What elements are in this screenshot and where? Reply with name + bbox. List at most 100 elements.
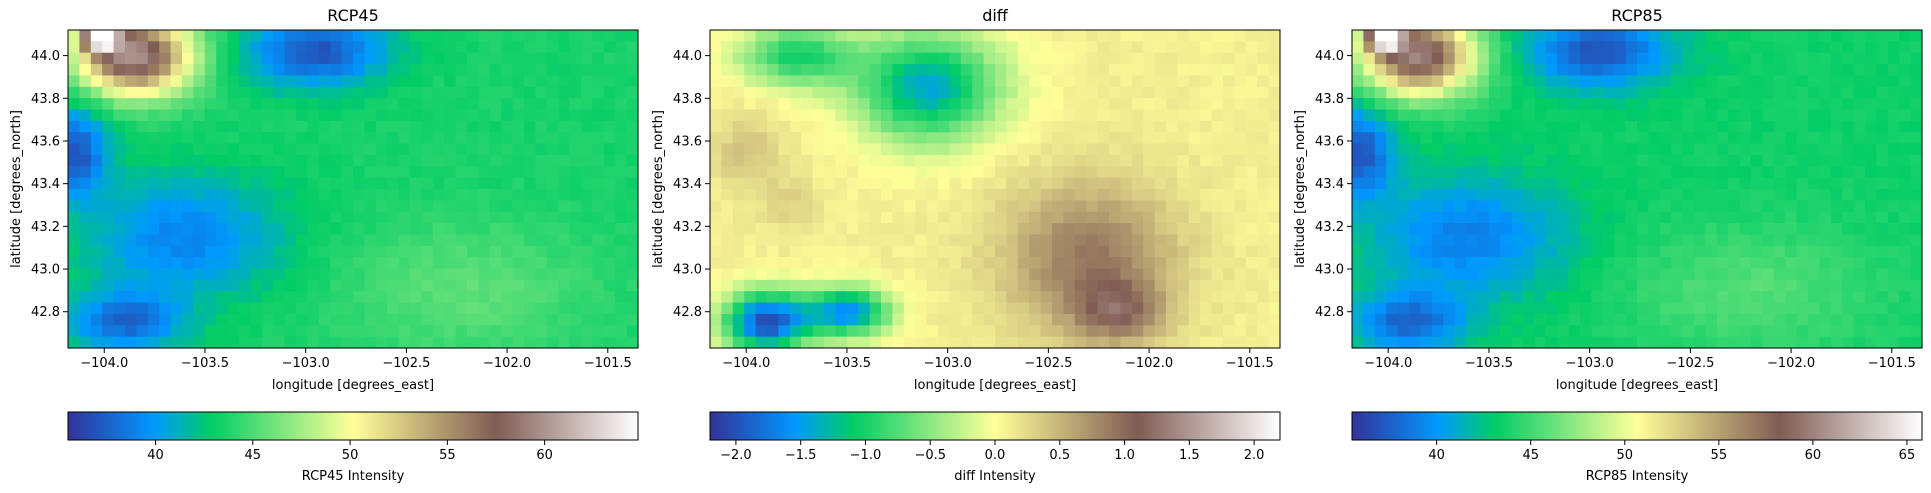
panel-title: diff <box>982 6 1009 25</box>
heatmap-cell <box>1511 98 1524 111</box>
heatmap-cell <box>1017 64 1030 77</box>
heatmap-cell <box>341 154 354 167</box>
heatmap-cell <box>1580 279 1592 292</box>
heatmap-cell <box>1500 302 1513 315</box>
heatmap-cell <box>1257 154 1270 167</box>
heatmap-cell <box>995 234 1007 247</box>
heatmap-cell <box>1431 189 1444 201</box>
heatmap-cell <box>307 98 320 111</box>
heatmap-cell <box>546 86 559 99</box>
heatmap-cell <box>1602 132 1615 145</box>
heatmap-cell <box>284 325 297 338</box>
heatmap-cell <box>341 234 354 247</box>
heatmap-cell <box>824 64 836 77</box>
heatmap-cell <box>90 98 103 111</box>
heatmap-cell <box>455 257 468 270</box>
heatmap-cell <box>1200 177 1213 190</box>
heatmap-cell <box>1899 200 1912 213</box>
heatmap-cell <box>1785 279 1798 292</box>
heatmap-cell <box>1659 268 1672 281</box>
heatmap-cell <box>512 98 525 111</box>
heatmap-cell <box>1040 86 1053 99</box>
heatmap-cell <box>1052 41 1064 54</box>
heatmap-cell <box>90 41 103 54</box>
heatmap-cell <box>239 336 251 349</box>
heatmap-cell <box>1234 166 1247 179</box>
heatmap-cell <box>721 257 734 270</box>
heatmap-cell <box>812 302 825 315</box>
heatmap-cell <box>995 245 1007 258</box>
heatmap-cell <box>524 64 536 77</box>
heatmap-cell <box>1409 211 1421 224</box>
heatmap-cell <box>1466 30 1478 42</box>
heatmap-cell <box>1796 291 1809 304</box>
heatmap-cell <box>1052 291 1064 304</box>
heatmap-cell <box>1511 132 1524 145</box>
heatmap-cell <box>1568 154 1581 167</box>
heatmap-cell <box>1545 302 1558 315</box>
colorbar-ticks: −2.0 −1.5 −1.0 −0.5 0.0 0.5 1.0 1.5 2.0 <box>720 440 1264 463</box>
heatmap-cell <box>812 30 825 42</box>
heatmap-cell <box>1454 41 1467 54</box>
heatmap-cell <box>1887 268 1900 281</box>
heatmap-cell <box>869 166 882 179</box>
heatmap-cell <box>1352 268 1364 281</box>
heatmap-cell <box>835 291 848 304</box>
heatmap-cell <box>1819 336 1832 349</box>
heatmap-cell <box>410 75 422 88</box>
heatmap-cell <box>1694 325 1706 338</box>
heatmap-cell <box>1545 98 1558 111</box>
heatmap-cell <box>273 30 286 42</box>
heatmap-cell <box>846 64 859 77</box>
heatmap-cell <box>296 120 308 133</box>
heatmap-cell <box>1682 75 1695 88</box>
heatmap-cell <box>983 109 996 122</box>
heatmap-cell <box>1257 98 1270 111</box>
heatmap-cell <box>892 313 905 326</box>
heatmap-cell <box>227 189 240 201</box>
heatmap-cell <box>1591 291 1604 304</box>
heatmap-cell <box>1648 268 1661 281</box>
heatmap-cell <box>812 120 825 133</box>
heatmap-cell <box>1063 223 1076 236</box>
heatmap-cell <box>1097 336 1110 349</box>
heatmap-cell <box>1052 154 1064 167</box>
heatmap-cell <box>432 143 445 156</box>
heatmap-cell <box>159 75 172 88</box>
heatmap-cell <box>284 211 297 224</box>
heatmap-cell <box>1374 41 1387 54</box>
heatmap-cell <box>1397 245 1410 258</box>
heatmap-cell <box>1511 143 1524 156</box>
heatmap-cell <box>455 245 468 258</box>
heatmap-cell <box>1397 109 1410 122</box>
heatmap-cell <box>824 200 836 213</box>
heatmap-cell <box>125 177 137 190</box>
heatmap-cell <box>1431 200 1444 213</box>
heatmap-cell <box>113 279 126 292</box>
heatmap-cell <box>307 52 320 65</box>
heatmap-cell <box>512 234 525 247</box>
heatmap-cell <box>869 86 882 99</box>
heatmap-cell <box>1017 143 1030 156</box>
heatmap-cell <box>1443 257 1456 270</box>
heatmap-cell <box>216 211 229 224</box>
heatmap-cell <box>1910 166 1923 179</box>
heatmap-cell <box>1625 52 1638 65</box>
heatmap-cell <box>1257 325 1270 338</box>
heatmap-cell <box>1887 279 1900 292</box>
heatmap-cell <box>938 279 950 292</box>
heatmap-cell <box>835 189 848 201</box>
heatmap-cell <box>524 336 536 349</box>
heatmap-cell <box>250 302 263 315</box>
heatmap-cell <box>432 154 445 167</box>
heatmap-cell <box>915 166 928 179</box>
heatmap-cell <box>1363 302 1376 315</box>
heatmap-cell <box>801 279 814 292</box>
heatmap-cell <box>1234 143 1247 156</box>
heatmap-cell <box>767 75 779 88</box>
heatmap-cell <box>1177 234 1190 247</box>
heatmap-cell <box>1910 223 1923 236</box>
heatmap-cell <box>1109 75 1121 88</box>
heatmap-cell <box>159 154 172 167</box>
heatmap-cell <box>835 234 848 247</box>
